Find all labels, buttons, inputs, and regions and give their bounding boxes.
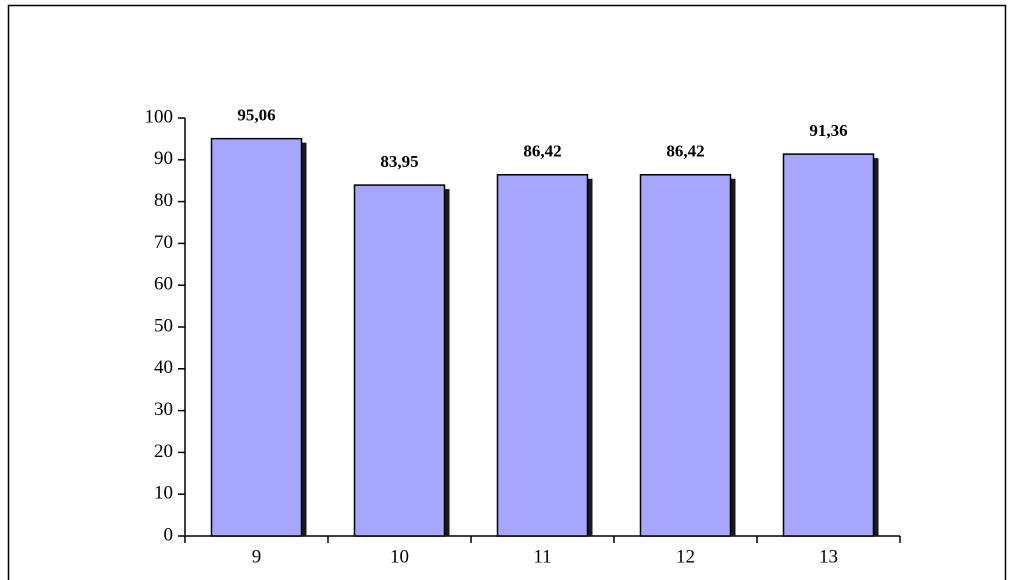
x-tick-label: 13 bbox=[819, 546, 838, 567]
y-tick-label: 90 bbox=[154, 148, 173, 169]
bar bbox=[496, 174, 589, 537]
bar bbox=[639, 174, 732, 537]
frame bbox=[7, 4, 1007, 580]
y-tick-label: 30 bbox=[154, 399, 173, 420]
value-label: 83,95 bbox=[380, 152, 418, 171]
y-tick-label: 10 bbox=[154, 483, 173, 504]
x-tick-label: 9 bbox=[252, 546, 262, 567]
value-label: 86,42 bbox=[666, 142, 704, 161]
value-label: 95,06 bbox=[237, 106, 275, 125]
y-tick-label: 50 bbox=[154, 315, 173, 336]
x-tick-label: 12 bbox=[676, 546, 695, 567]
y-tick-label: 70 bbox=[154, 232, 173, 253]
bar bbox=[353, 184, 446, 537]
y-tick-label: 100 bbox=[145, 106, 174, 127]
y-tick-label: 80 bbox=[154, 190, 173, 211]
x-tick-label: 10 bbox=[390, 546, 409, 567]
y-tick-label: 60 bbox=[154, 274, 173, 295]
bar bbox=[782, 153, 875, 537]
value-label: 91,36 bbox=[809, 121, 847, 140]
bar bbox=[210, 137, 303, 537]
y-tick-label: 40 bbox=[154, 357, 173, 378]
y-tick-label: 0 bbox=[164, 524, 174, 545]
y-tick-label: 20 bbox=[154, 441, 173, 462]
value-label: 86,42 bbox=[523, 142, 561, 161]
x-tick-label: 11 bbox=[533, 546, 551, 567]
